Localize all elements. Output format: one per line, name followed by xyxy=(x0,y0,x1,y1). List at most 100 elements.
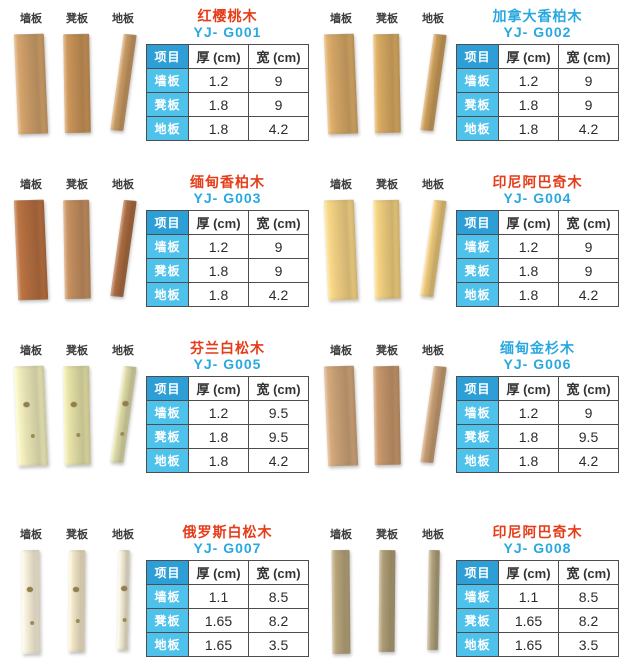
plank-label: 凳板 xyxy=(376,13,398,25)
spec-header-item: 项目 xyxy=(456,560,499,585)
spec-table: 项目 厚 (cm) 宽 (cm) 墙板 1.2 9.5 凳板 1.8 9.5 xyxy=(146,376,309,473)
table-row: 地板 1.8 4.2 xyxy=(146,282,309,307)
spec-row-label: 凳板 xyxy=(456,424,499,449)
table-row: 凳板 1.8 9 xyxy=(456,92,619,117)
spec-thickness-value: 1.2 xyxy=(498,234,559,259)
spec-row-label: 凳板 xyxy=(456,92,499,117)
table-row: 地板 1.8 4.2 xyxy=(146,116,309,141)
spec-thickness-value: 1.8 xyxy=(498,282,559,307)
wall-board-plank-image xyxy=(13,33,49,135)
wall-board-sample: 墙板 xyxy=(8,526,54,666)
spec-thickness-value: 1.8 xyxy=(188,92,249,117)
floor-board-plank-image xyxy=(419,365,447,464)
floor-board-sample: 地板 xyxy=(410,342,456,498)
spec-header-width: 宽 (cm) xyxy=(558,44,619,69)
spec-width-value: 9 xyxy=(248,68,309,93)
spec-width-value: 8.5 xyxy=(248,584,309,609)
spec-width-value: 9 xyxy=(248,234,309,259)
spec-row-label: 凳板 xyxy=(146,424,189,449)
spec-width-value: 9 xyxy=(558,234,619,259)
spec-table: 项目 厚 (cm) 宽 (cm) 墙板 1.1 8.5 凳板 1.65 8.2 xyxy=(456,560,619,657)
table-row: 墙板 1.2 9 xyxy=(146,68,309,93)
table-row: 凳板 1.8 9.5 xyxy=(456,424,619,449)
table-row: 地板 1.65 3.5 xyxy=(146,632,309,657)
table-row: 凳板 1.8 9.5 xyxy=(146,424,309,449)
product-code: YJ- G008 xyxy=(503,540,572,556)
wall-board-sample: 墙板 xyxy=(318,176,364,332)
plank-label: 地板 xyxy=(112,345,134,357)
spec-header-item: 项目 xyxy=(146,560,189,585)
wall-board-sample: 墙板 xyxy=(8,10,54,166)
plank-label: 地板 xyxy=(112,529,134,541)
floor-board-plank-image xyxy=(426,549,440,651)
table-row: 凳板 1.65 8.2 xyxy=(146,608,309,633)
bench-board-plank-image xyxy=(373,365,401,466)
plank-photos: 墙板 凳板 地板 xyxy=(318,6,456,166)
bench-board-plank-image xyxy=(63,365,91,466)
spec-thickness-value: 1.1 xyxy=(498,584,559,609)
product-code: YJ- G002 xyxy=(503,24,572,40)
spec-width-value: 4.2 xyxy=(248,282,309,307)
spec-thickness-value: 1.65 xyxy=(498,608,559,633)
spec-width-value: 3.5 xyxy=(558,632,619,657)
plank-label: 墙板 xyxy=(20,345,42,357)
spec-header-width: 宽 (cm) xyxy=(248,210,309,235)
spec-thickness-value: 1.2 xyxy=(188,400,249,425)
spec-header-thickness: 厚 (cm) xyxy=(188,376,249,401)
spec-row-label: 地板 xyxy=(146,448,189,473)
spec-row-label: 墙板 xyxy=(456,584,499,609)
table-row: 凳板 1.8 9 xyxy=(146,92,309,117)
spec-header-thickness: 厚 (cm) xyxy=(498,210,559,235)
plank-label: 地板 xyxy=(422,13,444,25)
product-card-YJ-G006: 墙板 凳板 地板 缅甸金杉木 YJ- G006 项目 厚 (cm) xyxy=(310,332,620,498)
table-row: 地板 1.8 4.2 xyxy=(456,448,619,473)
wall-board-sample: 墙板 xyxy=(318,342,364,498)
spec-thickness-value: 1.8 xyxy=(188,258,249,283)
spec-table: 项目 厚 (cm) 宽 (cm) 墙板 1.1 8.5 凳板 1.65 8.2 xyxy=(146,560,309,657)
spec-thickness-value: 1.65 xyxy=(188,608,249,633)
plank-label: 墙板 xyxy=(20,13,42,25)
spec-row-label: 墙板 xyxy=(146,400,189,425)
plank-photos: 墙板 凳板 地板 xyxy=(318,172,456,332)
table-row: 墙板 1.2 9 xyxy=(146,234,309,259)
wall-board-plank-image xyxy=(13,199,49,301)
spec-thickness-value: 1.2 xyxy=(498,400,559,425)
spec-thickness-value: 1.65 xyxy=(188,632,249,657)
wall-board-plank-image xyxy=(323,365,359,467)
spec-thickness-value: 1.8 xyxy=(188,282,249,307)
spec-header-width: 宽 (cm) xyxy=(248,44,309,69)
spec-table: 项目 厚 (cm) 宽 (cm) 墙板 1.2 9 凳板 1.8 9 xyxy=(456,210,619,307)
spec-header-width: 宽 (cm) xyxy=(558,210,619,235)
spec-header-thickness: 厚 (cm) xyxy=(188,560,249,585)
product-card-YJ-G004: 墙板 凳板 地板 印尼阿巴奇木 YJ- G004 项目 厚 (cm) xyxy=(310,166,620,332)
table-row: 墙板 1.1 8.5 xyxy=(146,584,309,609)
floor-board-plank-image xyxy=(116,549,130,651)
floor-board-plank-image xyxy=(419,33,447,132)
wall-board-sample: 墙板 xyxy=(8,342,54,498)
bench-board-sample: 凳板 xyxy=(364,176,410,332)
spec-header-item: 项目 xyxy=(456,376,499,401)
spec-row-label: 地板 xyxy=(146,282,189,307)
table-row: 地板 1.8 4.2 xyxy=(146,448,309,473)
spec-width-value: 9.5 xyxy=(248,424,309,449)
spec-width-value: 8.2 xyxy=(248,608,309,633)
plank-photos: 墙板 凳板 地板 xyxy=(8,338,146,498)
floor-board-sample: 地板 xyxy=(100,342,146,498)
product-info: 印尼阿巴奇木 YJ- G008 项目 厚 (cm) 宽 (cm) 墙板 1.1 … xyxy=(456,504,620,666)
table-row: 墙板 1.2 9 xyxy=(456,68,619,93)
table-row: 地板 1.65 3.5 xyxy=(456,632,619,657)
spec-row-label: 墙板 xyxy=(146,68,189,93)
bench-board-sample: 凳板 xyxy=(54,526,100,666)
product-info: 芬兰白松木 YJ- G005 项目 厚 (cm) 宽 (cm) 墙板 1.2 9… xyxy=(146,338,311,498)
spec-thickness-value: 1.2 xyxy=(188,68,249,93)
spec-header-item: 项目 xyxy=(146,210,189,235)
floor-board-plank-image xyxy=(109,199,137,298)
spec-thickness-value: 1.8 xyxy=(188,424,249,449)
spec-thickness-value: 1.2 xyxy=(498,68,559,93)
product-card-YJ-G005: 墙板 凳板 地板 芬兰白松木 YJ- G005 项目 厚 (cm) xyxy=(0,332,310,498)
spec-width-value: 4.2 xyxy=(248,448,309,473)
wall-board-sample: 墙板 xyxy=(8,176,54,332)
spec-width-value: 8.5 xyxy=(558,584,619,609)
product-name: 印尼阿巴奇木 xyxy=(492,524,583,540)
